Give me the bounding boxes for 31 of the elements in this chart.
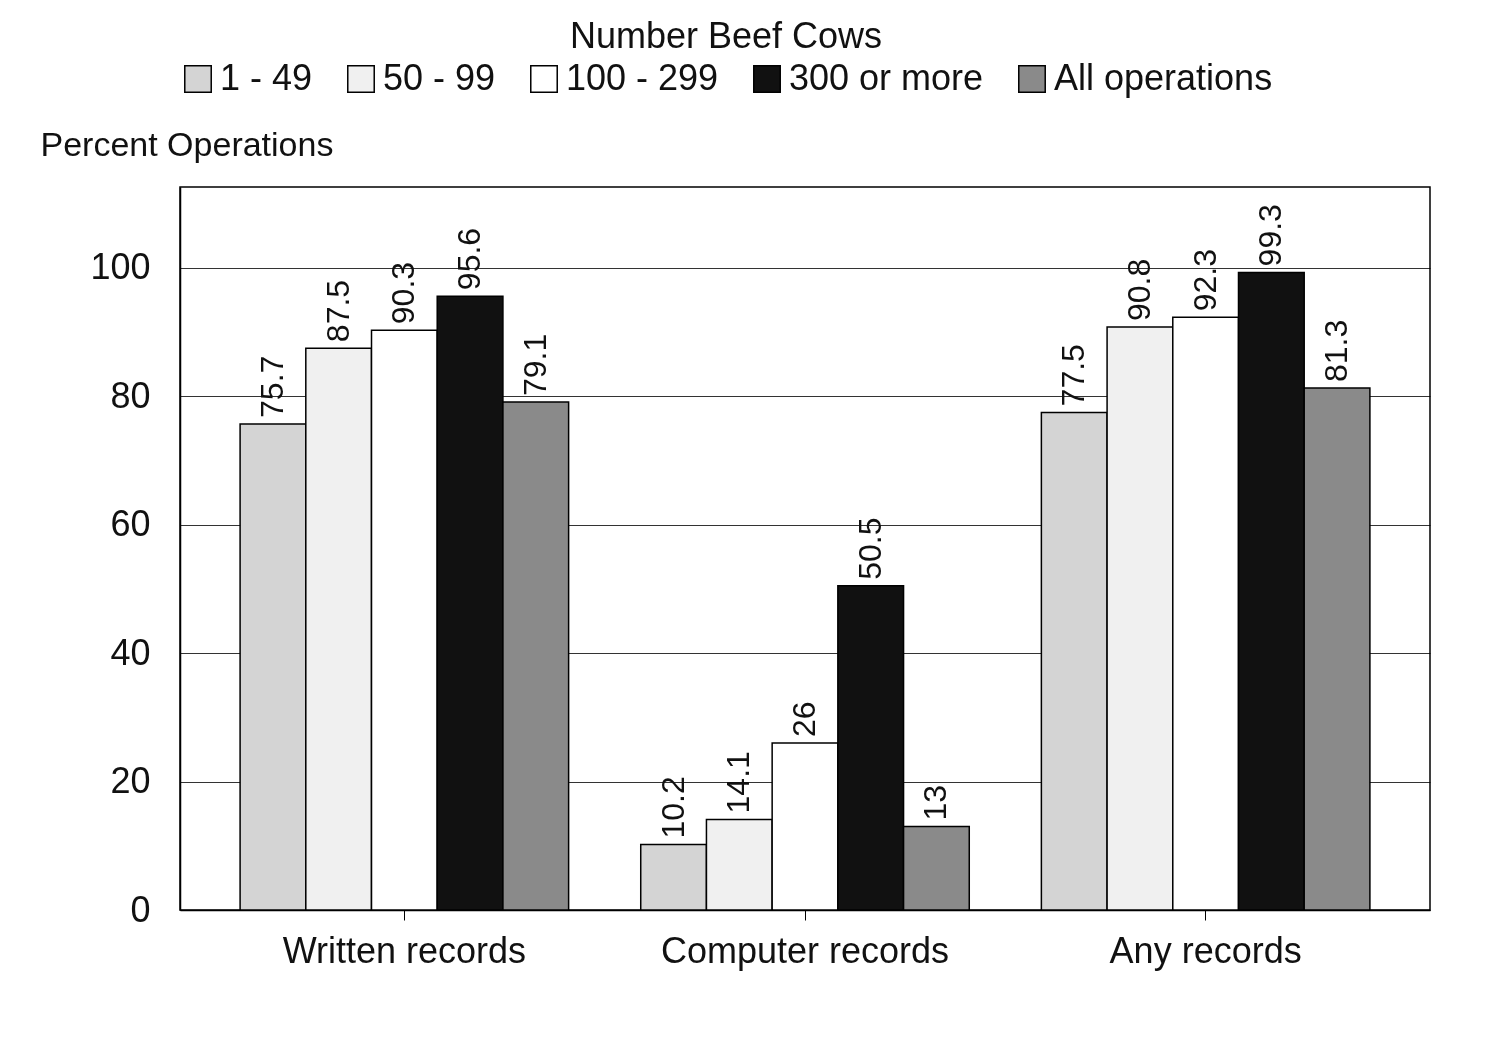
data-label: 50.5	[851, 517, 888, 580]
y-tick-label: 20	[110, 760, 151, 802]
data-label: 87.5	[319, 279, 356, 343]
y-tick-label: 0	[130, 888, 151, 930]
data-label: 90.3	[385, 261, 422, 325]
data-label: 14.1	[720, 751, 757, 814]
legend-label: 1 - 49	[220, 57, 313, 98]
legend-title: Number Beef Cows	[569, 15, 883, 56]
y-tick-label: 80	[110, 374, 151, 416]
data-label: 13	[917, 784, 954, 821]
data-label: 77.5	[1055, 344, 1092, 407]
y-tick-label: 40	[110, 631, 151, 673]
x-tick-label: Computer records	[660, 929, 950, 971]
legend-label: 300 or more	[789, 57, 984, 98]
data-label: 79.1	[516, 333, 553, 397]
y-tick-label: 100	[90, 246, 151, 288]
legend-label: 100 - 299	[566, 57, 719, 98]
data-label: 75.7	[253, 355, 290, 418]
data-label: 26	[786, 701, 822, 738]
data-label: 95.6	[451, 227, 488, 291]
x-tick-label: Written records	[282, 929, 527, 971]
data-label: 92.3	[1186, 249, 1223, 312]
data-label: 90.8	[1120, 258, 1157, 321]
data-label: 99.3	[1252, 204, 1289, 267]
y-axis-title: Percent Operations	[40, 124, 334, 163]
y-tick-label: 60	[110, 503, 151, 545]
legend-label: All operations	[1054, 57, 1273, 98]
x-tick-label: Any records	[1109, 929, 1302, 971]
legend-label: 50 - 99	[383, 57, 496, 98]
data-label: 10.2	[654, 776, 691, 839]
data-label: 81.3	[1318, 319, 1355, 382]
